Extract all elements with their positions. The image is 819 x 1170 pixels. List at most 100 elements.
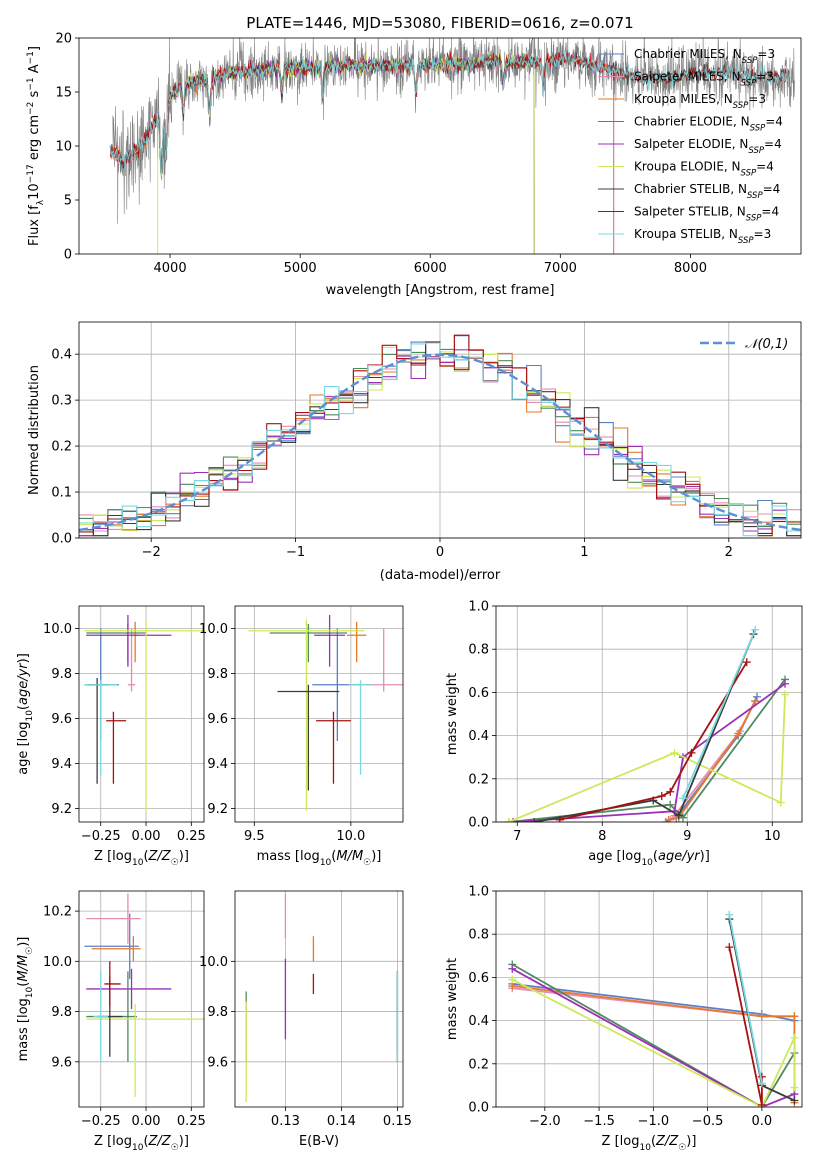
legend-label-chabrier-elodie: Chabrier ELODIE, NSSP=4 <box>634 115 783 134</box>
y-tick-label: 9.2 <box>51 802 72 817</box>
series-marker-kroupa-elodie <box>790 1083 799 1092</box>
x-tick-label: 0.25 <box>177 1114 206 1129</box>
x-axis-label-ebv: E(B-V) <box>299 1134 339 1149</box>
series-marker-kroupa-stelib <box>757 1079 766 1088</box>
legend-label-salpeter-miles: Salpeter MILES, NSSP=3 <box>634 70 774 89</box>
x-tick-label: 8000 <box>674 261 707 276</box>
y-tick-label: 0.8 <box>468 643 489 658</box>
y-tick-label: 10.0 <box>199 955 228 970</box>
series-line-kroupa-miles <box>668 700 757 821</box>
series-marker-kroupa-elodie <box>670 748 679 757</box>
y-tick-label: 0.6 <box>468 686 489 701</box>
y-tick-label: 9.6 <box>51 1055 72 1070</box>
x-axis-label: mass [log10(M/M☉)] <box>257 849 382 868</box>
legend-label-kroupa-miles: Kroupa MILES, NSSP=3 <box>634 92 766 111</box>
x-tick-label: 7000 <box>544 261 577 276</box>
series-marker-salpeter-elodie <box>781 679 789 688</box>
series-marker-chabrier-elodie <box>679 813 687 822</box>
x-tick-label: 4000 <box>154 261 187 276</box>
y-axis-label: mass weight <box>445 673 460 755</box>
series-marker-kroupa-miles <box>790 1012 799 1021</box>
axes-age-vs-Z: −0.25 0.00 0.25 9.2 9.4 9.6 9.8 10.0 Z [log10(Z/… <box>16 605 206 868</box>
series-line-salpeter-elodie <box>511 968 795 1107</box>
series-marker-kroupa-elodie <box>790 1033 799 1042</box>
y-tick-label: 20 <box>55 32 72 47</box>
y-tick-label: 0.0 <box>468 816 489 831</box>
series-line-salpeter-stelib <box>559 661 748 821</box>
y-tick-label: 0.6 <box>468 971 489 986</box>
y-tick-label: 1.0 <box>468 600 489 615</box>
x-tick-label: 8 <box>598 829 606 844</box>
y-tick-label: 9.2 <box>207 802 228 817</box>
y-tick-label: 0.0 <box>51 532 72 547</box>
series-marker-chabrier-elodie <box>666 800 675 809</box>
x-tick-label: 2 <box>725 545 733 560</box>
x-tick-label: 7 <box>513 829 521 844</box>
series-line-chabrier-stelib <box>534 633 755 822</box>
x-tick-label: 0.25 <box>177 829 206 844</box>
series-marker-kroupa-stelib <box>679 794 687 803</box>
x-tick-label: 9 <box>683 829 691 844</box>
legend-label-kroupa-elodie: Kroupa ELODIE, NSSP=4 <box>634 160 774 179</box>
y-axis-label: age [log10(age/yr)] <box>16 653 35 775</box>
x-tick-label: 5000 <box>284 261 317 276</box>
axes-frame <box>495 890 803 1108</box>
legend-label-chabrier-miles: Chabrier MILES, NSSP=3 <box>634 47 775 66</box>
y-tick-label: 0.0 <box>468 1101 489 1116</box>
x-tick-label: 0 <box>436 545 444 560</box>
model-line-salpeter-stelib <box>109 51 790 174</box>
y-axis-label: Normed distribution <box>27 365 42 495</box>
x-tick-label: −0.25 <box>81 829 121 844</box>
x-tick-label: −1.0 <box>638 1114 670 1129</box>
series-marker-chabrier-stelib <box>790 1096 799 1105</box>
y-tick-label: 0.4 <box>51 348 72 363</box>
x-tick-label: 1 <box>580 545 588 560</box>
series-marker-salpeter-stelib <box>666 787 675 796</box>
axes-residual-histogram: −2 −1 0 1 2 0.0 0.1 0.2 0.3 0.4 (data-model)/error… <box>27 321 802 583</box>
y-tick-label: 9.6 <box>51 712 72 727</box>
y-tick-label: 10 <box>55 140 72 155</box>
series-marker-salpeter-elodie <box>508 964 517 973</box>
axes-weight-vs-age: 7 8 9 10 0.0 0.2 0.4 0.6 0.8 1.0 age [log10(age/yr… <box>445 600 803 868</box>
x-tick-label: 0.0 <box>752 1114 773 1129</box>
axes-frame <box>495 605 803 823</box>
series-line-chabrier-elodie <box>508 678 786 822</box>
plot-area-mass-vs-ebv <box>245 893 399 1102</box>
x-axis-label: Z [log10(Z/Z☉)] <box>94 849 189 868</box>
legend-label-salpeter-stelib: Salpeter STELIB, NSSP=4 <box>634 205 779 224</box>
series-line-salpeter-elodie <box>512 683 786 822</box>
series-marker-salpeter-stelib <box>555 815 564 822</box>
x-tick-label: −0.5 <box>692 1114 724 1129</box>
y-tick-label: 0.2 <box>468 772 489 787</box>
axes-age-vs-mass: 9.5 10.0 9.2 9.4 9.6 9.8 10.0 mass [log10(M/M☉)… <box>199 605 404 868</box>
chart-title: PLATE=1446, MJD=53080, FIBERID=0616, z=0… <box>246 14 633 32</box>
y-tick-label: 9.8 <box>207 1005 228 1020</box>
series-marker-kroupa-elodie <box>504 818 513 822</box>
y-tick-label: 0.2 <box>51 440 72 455</box>
series-marker-kroupa-miles <box>734 729 743 738</box>
plot-area-spectrum <box>109 38 795 254</box>
legend-label-normal: 𝒩(0,1) <box>745 337 788 352</box>
series-line-kroupa-stelib <box>682 629 757 799</box>
x-tick-label: 10 <box>764 829 781 844</box>
axes-spectrum: 4000 5000 6000 7000 8000 0 5 10 15 20 wavelength [… <box>26 32 802 298</box>
legend-label-salpeter-elodie: Salpeter ELODIE, NSSP=4 <box>634 137 782 156</box>
axes-frame <box>234 605 404 823</box>
x-axis-label: Z [log10(Z/Z☉)] <box>602 1134 697 1153</box>
x-axis-label: wavelength [Angstrom, rest frame] <box>326 283 555 298</box>
x-tick-label: 9.5 <box>244 829 265 844</box>
series-marker-kroupa-elodie <box>776 798 785 807</box>
axes-frame <box>234 890 404 1108</box>
y-tick-label: 9.8 <box>207 667 228 682</box>
y-axis-label: mass [log10(M/M☉)] <box>16 937 35 1062</box>
axes-frame <box>78 605 205 823</box>
x-tick-label: −1.5 <box>583 1114 615 1129</box>
y-tick-label: 1.0 <box>468 885 489 900</box>
series-marker-kroupa-stelib <box>725 910 734 919</box>
axes-frame <box>78 890 205 1108</box>
series-marker-chabrier-stelib <box>530 818 539 822</box>
series-marker-kroupa-miles <box>664 815 673 822</box>
x-axis-label: Z [log10(Z/Z☉)] <box>94 1134 189 1153</box>
y-tick-label: 10.0 <box>43 955 72 970</box>
axes-mass-vs-ebv: 0.13 0.14 0.15 9.6 9.8 10.0 <box>199 890 412 1129</box>
